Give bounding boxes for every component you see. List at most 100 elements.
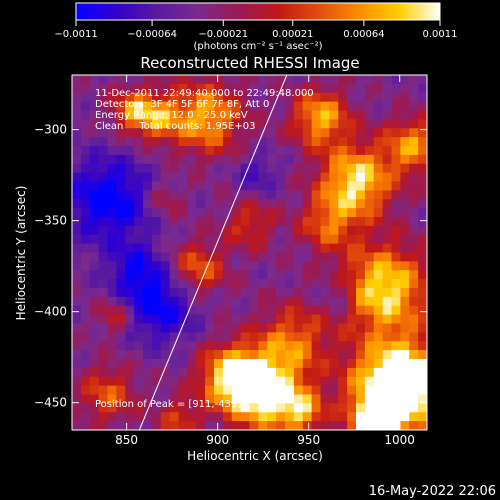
heatmap-cell: [178, 323, 188, 333]
heatmap-cell: [249, 172, 259, 183]
heatmap-cell: [382, 137, 393, 147]
heatmap-cell: [231, 172, 242, 183]
heatmap-cell: [187, 92, 197, 103]
heatmap-cell: [214, 181, 224, 191]
heatmap-cell: [391, 75, 401, 85]
heatmap-cell: [329, 146, 339, 156]
heatmap-cell: [240, 163, 251, 174]
heatmap-cell: [72, 332, 82, 342]
heatmap-cell: [364, 385, 375, 396]
heatmap-cell: [125, 252, 135, 262]
heatmap-cell: [391, 181, 401, 191]
heatmap-cell: [285, 376, 295, 387]
heatmap-cell: [187, 323, 197, 333]
heatmap-cell: [240, 110, 251, 120]
heatmap-cell: [143, 332, 153, 342]
heatmap-cell: [116, 296, 126, 307]
heatmap-cell: [107, 101, 117, 112]
heatmap-cell: [89, 110, 100, 120]
heatmap-cell: [356, 279, 366, 289]
heatmap-cell: [391, 217, 401, 227]
heatmap-cell: [320, 128, 330, 138]
heatmap-cell: [178, 350, 188, 360]
heatmap-cell: [409, 412, 419, 422]
heatmap-cell: [196, 261, 206, 271]
heatmap-cell: [143, 137, 153, 147]
heatmap-cell: [400, 332, 410, 342]
heatmap-cell: [400, 403, 410, 413]
heatmap-cell: [400, 146, 410, 156]
heatmap-cell: [320, 110, 330, 120]
heatmap-cell: [249, 421, 259, 430]
heatmap-cell: [400, 359, 410, 369]
heatmap-cell: [72, 314, 82, 325]
heatmap-cell: [356, 225, 366, 236]
heatmap-cell: [293, 252, 304, 262]
heatmap-cell: [409, 225, 419, 236]
heatmap-cell: [364, 190, 375, 200]
heatmap-cell: [169, 261, 180, 271]
heatmap-cell: [160, 359, 171, 369]
heatmap-cell: [125, 208, 135, 218]
heatmap-cell: [169, 350, 180, 360]
heatmap-cell: [231, 146, 242, 156]
heatmap-cell: [249, 154, 259, 165]
heatmap-cell: [72, 323, 82, 333]
heatmap-cell: [134, 296, 144, 307]
heatmap-cell: [240, 128, 251, 138]
heatmap-cell: [98, 234, 109, 245]
heatmap-cell: [222, 92, 233, 103]
heatmap-cell: [80, 217, 91, 227]
heatmap-cell: [311, 376, 322, 387]
heatmap-cell: [338, 101, 348, 112]
heatmap-cell: [222, 119, 233, 129]
heatmap-cell: [320, 261, 330, 271]
heatmap-cell: [134, 403, 144, 413]
heatmap-cell: [72, 305, 82, 316]
heatmap-cell: [231, 119, 242, 129]
heatmap-cell: [98, 181, 109, 191]
heatmap-cell: [214, 154, 224, 165]
heatmap-cell: [196, 137, 206, 147]
heatmap-cell: [267, 412, 277, 422]
heatmap-cell: [72, 137, 82, 147]
heatmap-cell: [356, 128, 366, 138]
heatmap-cell: [293, 101, 304, 112]
heatmap-cell: [178, 75, 188, 85]
heatmap-cell: [89, 279, 100, 289]
heatmap-cell: [356, 296, 366, 307]
heatmap-cell: [293, 288, 304, 298]
heatmap-cell: [329, 332, 339, 342]
heatmap-cell: [125, 350, 135, 360]
heatmap-cell: [364, 243, 375, 254]
heatmap-cell: [151, 199, 162, 209]
y-tick-label: −300: [34, 123, 67, 137]
heatmap-cell: [400, 412, 410, 422]
heatmap-cell: [364, 234, 375, 245]
heatmap-cell: [400, 225, 410, 236]
heatmap-cell: [125, 403, 135, 413]
heatmap-cell: [98, 296, 109, 307]
heatmap-cell: [89, 208, 100, 218]
heatmap-cell: [285, 412, 295, 422]
heatmap-cell: [240, 367, 251, 378]
heatmap-cell: [151, 412, 162, 422]
heatmap-cell: [72, 359, 82, 369]
heatmap-cell: [214, 163, 224, 174]
heatmap-cell: [356, 403, 366, 413]
heatmap-cell: [311, 75, 322, 85]
heatmap-cell: [116, 208, 126, 218]
heatmap-cell: [222, 359, 233, 369]
heatmap-cell: [373, 75, 384, 85]
heatmap-cell: [231, 385, 242, 396]
heatmap-cell: [391, 270, 401, 280]
heatmap-cell: [418, 403, 427, 413]
heatmap-cell: [347, 119, 357, 129]
heatmap-cell: [116, 181, 126, 191]
heatmap-cell: [400, 270, 410, 280]
footer-timestamp: 16-May-2022 22:06: [369, 484, 496, 499]
heatmap-cell: [338, 288, 348, 298]
heatmap-cell: [400, 261, 410, 271]
heatmap-cell: [276, 75, 286, 85]
heatmap-cell: [134, 163, 144, 174]
